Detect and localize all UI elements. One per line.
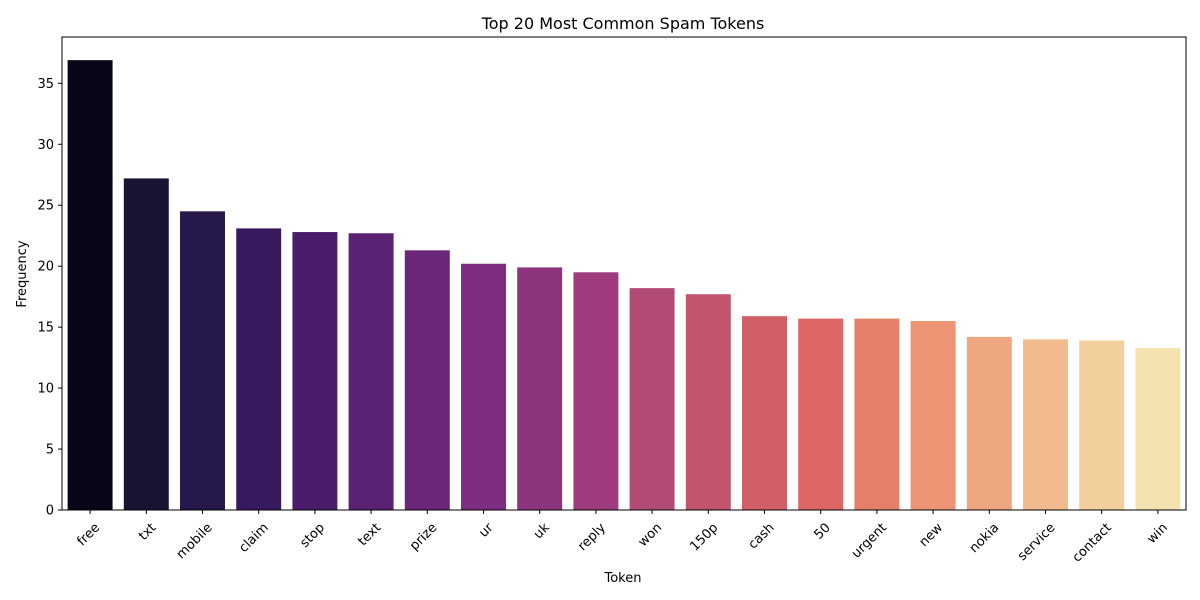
bar-text bbox=[348, 233, 394, 510]
y-tick-label: 35 bbox=[37, 77, 54, 92]
plot-frame bbox=[61, 36, 1187, 511]
x-tick-label: new bbox=[917, 520, 947, 550]
bar-free bbox=[67, 60, 113, 510]
x-tick-label: claim bbox=[236, 520, 271, 555]
bar-ur bbox=[461, 263, 506, 510]
x-tick-label: service bbox=[1015, 520, 1059, 564]
x-tick-label: stop bbox=[297, 520, 327, 550]
y-tick-label: 5 bbox=[46, 443, 54, 458]
y-axis-label: Frequency bbox=[15, 240, 30, 307]
bar-claim bbox=[236, 228, 282, 510]
bar-150p bbox=[685, 294, 731, 510]
x-tick-label: 150p bbox=[687, 520, 721, 554]
bar-won bbox=[629, 288, 675, 510]
bar-prize bbox=[404, 250, 450, 510]
bar-50 bbox=[798, 318, 844, 510]
y-tick-label: 20 bbox=[37, 260, 54, 275]
bar-uk bbox=[517, 267, 563, 510]
y-axis: 0 5 10 15 20 25 30 35 bbox=[37, 77, 62, 519]
bar-mobile bbox=[180, 211, 225, 510]
y-tick-label: 30 bbox=[37, 138, 54, 153]
bar-txt bbox=[123, 178, 169, 511]
x-tick-label: uk bbox=[531, 520, 553, 542]
bar-new bbox=[910, 321, 956, 510]
x-tick-label: contact bbox=[1070, 520, 1115, 565]
bar-win bbox=[1135, 347, 1181, 510]
x-tick-label: mobile bbox=[174, 520, 216, 562]
bar-stop bbox=[292, 232, 338, 510]
x-tick-label: win bbox=[1144, 520, 1171, 547]
bars-group bbox=[67, 60, 1181, 511]
y-tick-label: 10 bbox=[37, 382, 54, 397]
x-tick-label: prize bbox=[407, 520, 440, 553]
x-tick-label: ur bbox=[476, 520, 497, 541]
y-tick-label: 0 bbox=[46, 504, 54, 519]
x-axis-label: Token bbox=[604, 571, 642, 586]
bar-urgent bbox=[854, 318, 900, 510]
y-tick-label: 25 bbox=[37, 199, 54, 214]
x-tick-label: won bbox=[636, 520, 666, 550]
x-tick-label: cash bbox=[746, 520, 778, 552]
x-tick-label: reply bbox=[575, 520, 609, 554]
bar-reply bbox=[573, 272, 619, 510]
x-tick-label: nokia bbox=[967, 520, 1003, 556]
y-tick-label: 15 bbox=[37, 321, 54, 336]
x-axis: free txt mobile claim stop text prize ur uk reply… bbox=[74, 510, 1171, 565]
x-tick-label: 50 bbox=[811, 520, 833, 542]
x-tick-label: txt bbox=[136, 520, 159, 543]
bar-nokia bbox=[966, 336, 1012, 510]
x-tick-label: free bbox=[74, 520, 103, 549]
bar-contact bbox=[1079, 340, 1125, 510]
x-tick-label: text bbox=[355, 520, 384, 549]
chart-title: Top 20 Most Common Spam Tokens bbox=[481, 14, 765, 33]
bar-cash bbox=[742, 316, 787, 510]
x-tick-label: urgent bbox=[849, 520, 890, 561]
bar-service bbox=[1023, 339, 1068, 510]
